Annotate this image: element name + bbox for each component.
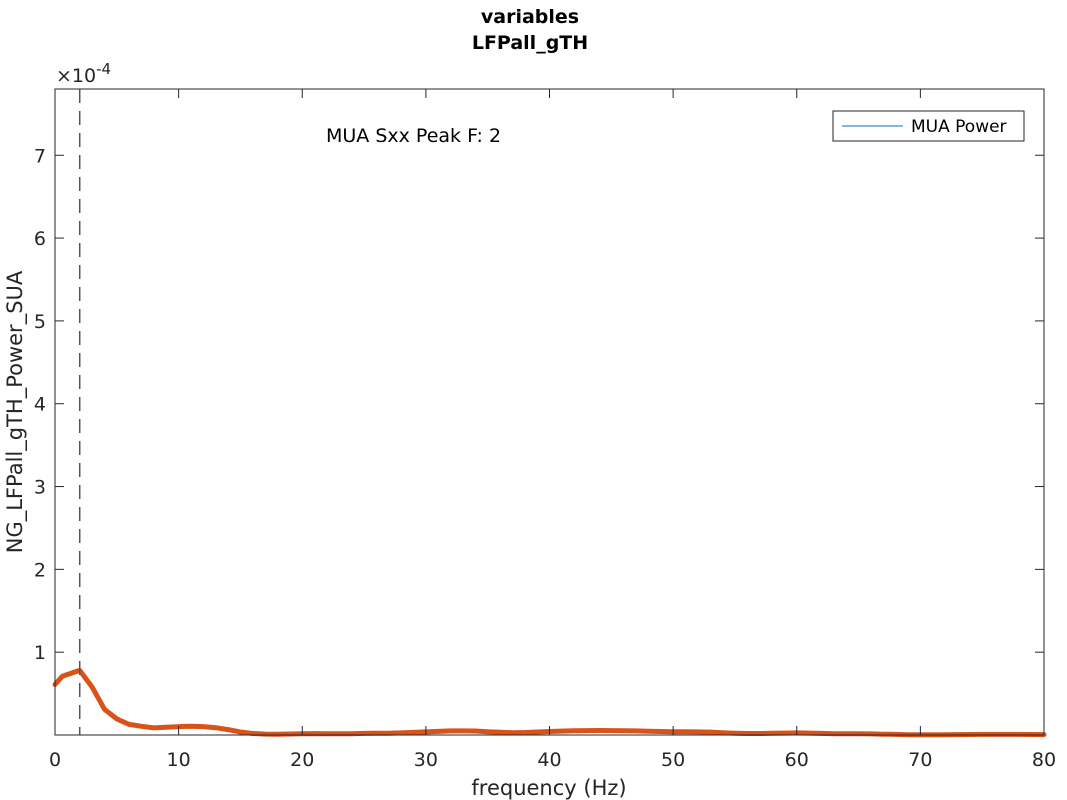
y-exponent-power: -4 (96, 60, 111, 78)
x-axis-label: frequency (Hz) (471, 776, 626, 800)
y-tick-label: 1 (34, 642, 46, 664)
series-line (52, 667, 1047, 738)
legend: MUA Power (832, 110, 1025, 142)
plot-area (55, 89, 1044, 735)
y-tick-label: 2 (34, 559, 46, 581)
x-tick-label: 80 (1032, 749, 1056, 771)
y-exponent: ×10-4 (56, 60, 111, 87)
y-tick-label: 7 (34, 145, 46, 167)
x-tick-label: 60 (785, 749, 809, 771)
chart-title: variables (481, 6, 579, 28)
y-tick-label: 5 (34, 311, 46, 333)
y-tick-label: 3 (34, 477, 46, 499)
legend-label: MUA Power (911, 117, 1007, 137)
y-tick-label: 4 (34, 394, 46, 416)
x-ticks: 0 10 20 30 40 50 60 70 80 (49, 89, 1056, 771)
y-axis-label: NG_LFPall_gTH_Power_SUA (3, 270, 28, 553)
series-layer (52, 667, 1047, 738)
x-tick-label: 40 (537, 749, 561, 771)
x-tick-label: 70 (908, 749, 932, 771)
x-tick-label: 20 (290, 749, 314, 771)
peak-annotation: MUA Sxx Peak F: 2 (326, 125, 501, 147)
x-tick-label: 0 (49, 749, 61, 771)
y-ticks: 1 2 3 4 5 6 7 (34, 145, 1044, 664)
chart-subtitle: LFPall_gTH (472, 32, 588, 54)
x-tick-label: 10 (167, 749, 191, 771)
y-exponent-base: ×10 (56, 65, 96, 87)
x-tick-label: 50 (661, 749, 685, 771)
x-tick-label: 30 (414, 749, 438, 771)
y-tick-label: 6 (34, 228, 46, 250)
